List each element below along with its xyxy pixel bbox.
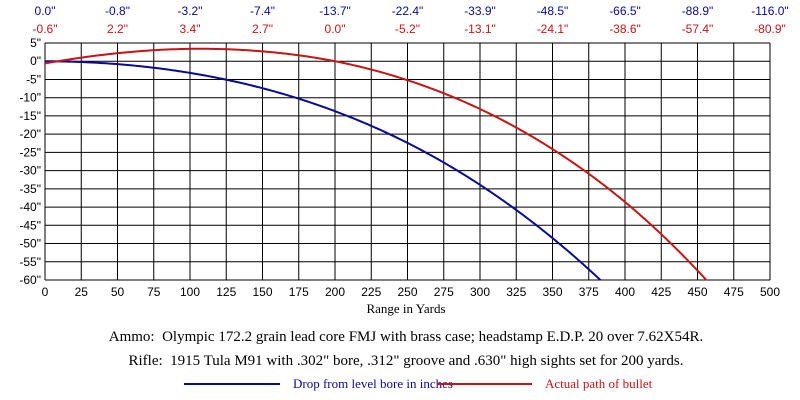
x-tick-label: 500 <box>760 285 780 299</box>
y-tick-label: -10" <box>19 91 41 105</box>
bullet-path-curve <box>45 47 708 280</box>
legend-path-label: Actual path of bullet <box>545 376 653 391</box>
top-path-label: -0.6" <box>33 22 58 36</box>
x-tick-label: 0 <box>42 285 49 299</box>
y-tick-label: 0" <box>30 54 41 68</box>
x-tick-label: 125 <box>216 285 236 299</box>
y-tick-label: 5" <box>30 36 41 50</box>
rifle-note: Rifle: 1915 Tula M91 with .302" bore, .3… <box>128 353 683 369</box>
x-tick-label: 450 <box>687 285 707 299</box>
ammo-note: Ammo: Olympic 172.2 grain lead core FMJ … <box>109 329 704 345</box>
x-tick-label: 325 <box>506 285 526 299</box>
x-axis-label: Range in Yards <box>366 301 445 316</box>
legend-drop-label: Drop from level bore in inches <box>293 376 453 391</box>
x-tick-label: 175 <box>289 285 309 299</box>
y-tick-label: -25" <box>19 145 41 159</box>
top-path-label: -57.4" <box>682 22 714 36</box>
top-path-label: -80.9" <box>754 22 786 36</box>
top-path-label: -5.2" <box>395 22 420 36</box>
legend: Drop from level bore in inches Actual pa… <box>184 376 653 391</box>
x-tick-label: 200 <box>325 285 345 299</box>
top-path-label: 3.4" <box>180 22 201 36</box>
top-path-label: -13.1" <box>464 22 496 36</box>
top-drop-labels: 0.0" -0.8" -3.2" -7.4" -13.7" -22.4" -33.9" -48… <box>35 4 789 18</box>
y-tick-label: -30" <box>19 164 41 178</box>
top-drop-label: -48.5" <box>537 4 569 18</box>
top-drop-label: -66.5" <box>609 4 641 18</box>
y-tick-label: -15" <box>19 109 41 123</box>
top-path-label: -38.6" <box>609 22 641 36</box>
top-drop-label: -13.7" <box>319 4 351 18</box>
x-tick-label: 300 <box>470 285 490 299</box>
top-drop-label: -7.4" <box>250 4 275 18</box>
top-path-label: 2.2" <box>107 22 128 36</box>
top-path-label: 2.7" <box>252 22 273 36</box>
y-tick-label: -20" <box>19 127 41 141</box>
top-drop-label: -22.4" <box>392 4 424 18</box>
y-tick-label: -40" <box>19 200 41 214</box>
x-tick-label: 50 <box>111 285 125 299</box>
x-tick-label: 475 <box>724 285 744 299</box>
top-drop-label: -3.2" <box>178 4 203 18</box>
x-tick-label: 25 <box>75 285 89 299</box>
y-tick-label: -55" <box>19 255 41 269</box>
x-tick-label: 400 <box>615 285 635 299</box>
y-tick-label: -50" <box>19 237 41 251</box>
x-tick-label: 375 <box>579 285 599 299</box>
top-drop-label: -33.9" <box>464 4 496 18</box>
x-tick-label: 100 <box>180 285 200 299</box>
x-tick-label: 150 <box>252 285 272 299</box>
top-drop-label: -0.8" <box>105 4 130 18</box>
x-axis-ticks: 0 25 50 75 100 125 150 175 200 225 250 275 300 325 350… <box>42 285 781 299</box>
grid <box>44 42 771 281</box>
top-path-label: -24.1" <box>537 22 569 36</box>
top-drop-label: -116.0" <box>751 4 788 18</box>
x-tick-label: 225 <box>361 285 381 299</box>
x-tick-label: 275 <box>434 285 454 299</box>
x-tick-label: 250 <box>397 285 417 299</box>
x-tick-label: 350 <box>542 285 562 299</box>
y-tick-label: -5" <box>26 72 41 86</box>
y-axis-ticks: 5" 0" -5" -10" -15" -20" -25" -30" -35" -40" -45" -… <box>19 36 41 287</box>
top-path-labels: -0.6" 2.2" 3.4" 2.7" 0.0" -5.2" -13.1" -24.1" -3… <box>33 22 786 36</box>
top-path-label: 0.0" <box>325 22 346 36</box>
y-tick-label: -35" <box>19 182 41 196</box>
y-tick-label: -45" <box>19 218 41 232</box>
x-tick-label: 425 <box>651 285 671 299</box>
series-lines <box>45 47 708 280</box>
x-tick-label: 75 <box>147 285 161 299</box>
y-tick-label: -60" <box>19 273 41 287</box>
top-drop-label: 0.0" <box>35 4 56 18</box>
drop-curve <box>45 60 602 280</box>
top-drop-label: -88.9" <box>682 4 714 18</box>
